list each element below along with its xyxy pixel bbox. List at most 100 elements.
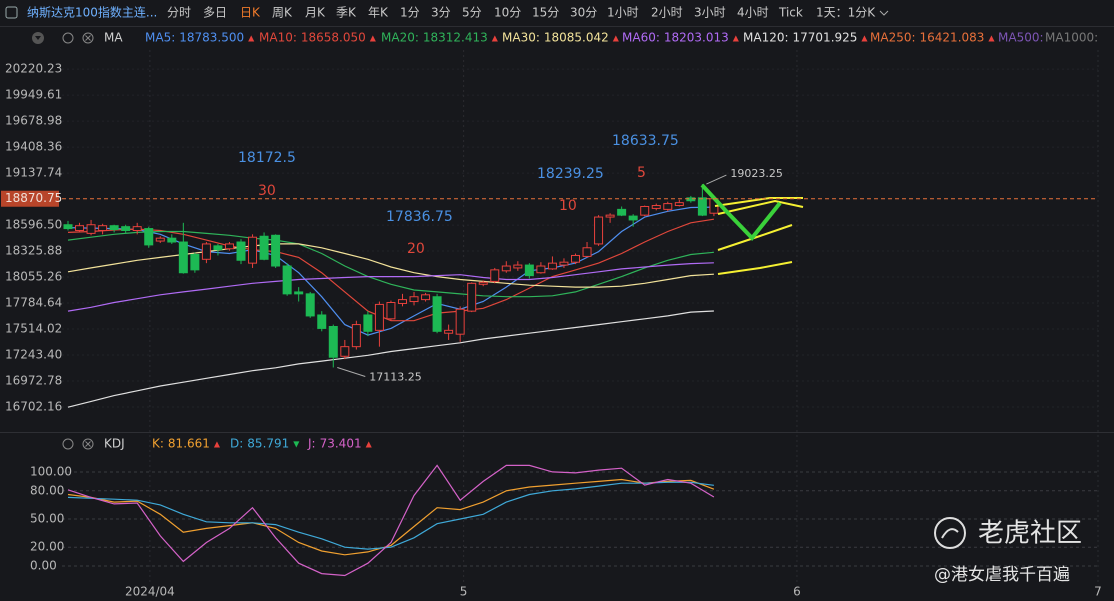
candle-body (651, 205, 661, 209)
candle-body (559, 261, 569, 266)
note-text: 5 (637, 165, 646, 181)
period-tab[interactable]: 1分 (400, 6, 420, 20)
drawn-line (717, 261, 793, 275)
candle-body (178, 241, 188, 274)
legend-value: 18783.500 (179, 31, 244, 45)
period-tab[interactable]: 1小时 (607, 6, 639, 20)
close-icon[interactable] (82, 438, 94, 450)
drawn-line (717, 199, 804, 215)
candle-body (351, 324, 361, 348)
candle-body (155, 237, 165, 242)
period-tab[interactable]: 分时 (167, 6, 191, 20)
candle-body (271, 234, 281, 267)
candle-body (490, 269, 500, 282)
last-price-box (1, 190, 59, 207)
candle-body (674, 202, 684, 207)
legend-value: 17701.925 (793, 31, 858, 45)
period-tab[interactable]: 10分 (494, 6, 521, 20)
candle-body (467, 282, 477, 312)
legend-name: MA5: (145, 31, 175, 45)
y-tick-label: 19678.98 (5, 114, 62, 128)
candle-body (144, 228, 154, 246)
close-cross (85, 441, 91, 447)
legend-value: 81.661 (168, 437, 210, 451)
brand-icon-mark (941, 528, 959, 539)
max-label: 19023.25 (730, 167, 783, 180)
period-tab[interactable]: 4小时 (737, 6, 769, 20)
candle-body (294, 291, 304, 295)
indicator-line (67, 310, 714, 408)
candle-body (663, 203, 673, 210)
interval-select[interactable]: 1天：1分K (816, 6, 876, 20)
candle-body (594, 216, 604, 245)
y-tick-label: 19137.74 (5, 166, 62, 180)
candle-body (686, 197, 696, 202)
y-tick-label: 100.00 (30, 464, 72, 478)
note-text: 18239.25 (537, 166, 604, 182)
legend-trend: ▲ (988, 34, 995, 43)
close-cross (85, 35, 91, 41)
settings-icon[interactable] (62, 32, 74, 44)
drawn-line (714, 197, 803, 207)
y-tick-label: 17243.40 (5, 347, 62, 361)
period-tab[interactable]: 15分 (532, 6, 559, 20)
candle-body (248, 236, 258, 264)
y-tick-label: 17784.64 (5, 296, 62, 310)
candle-body (547, 262, 557, 270)
y-tick-label: 19949.61 (5, 88, 62, 102)
period-tab[interactable]: 多日 (203, 6, 227, 20)
indicator-line (67, 478, 715, 556)
close-icon[interactable] (82, 32, 94, 44)
settings-icon[interactable] (62, 438, 74, 450)
period-tab[interactable]: 月K (305, 6, 326, 20)
symbol-name[interactable]: 纳斯达克100指数主连... (27, 5, 157, 20)
legend-name: MA120: (743, 31, 789, 45)
watermark-brand: 老虎社区 (978, 519, 1082, 549)
y-tick-label: 16972.78 (5, 373, 62, 387)
period-tab[interactable]: 30分 (570, 6, 597, 20)
candle-body (697, 197, 707, 216)
legend-name: MA1000: (1045, 31, 1098, 45)
period-tab[interactable]: Tick (778, 6, 803, 20)
y-tick-label: 18596.50 (5, 218, 62, 232)
candle-body (605, 214, 615, 218)
period-tab[interactable]: 年K (368, 6, 389, 20)
indicator-name: KDJ (104, 437, 125, 451)
period-tab[interactable]: 2小时 (651, 6, 683, 20)
candle-body (340, 346, 350, 357)
legend-value: 73.401 (320, 437, 362, 451)
period-tab[interactable]: 5分 (462, 6, 482, 20)
candle-body (201, 243, 211, 260)
legend-trend: ▼ (293, 440, 300, 449)
period-tab[interactable]: 3小时 (694, 6, 726, 20)
candle-body (259, 235, 269, 260)
candle-body (421, 294, 431, 301)
legend-value: 18658.050 (301, 31, 366, 45)
indicator-line (67, 481, 714, 550)
interval-chevron[interactable] (879, 10, 889, 16)
candle-body (86, 224, 96, 234)
period-tab[interactable]: 周K (272, 6, 293, 20)
period-tab[interactable]: 日K (240, 6, 261, 20)
y-tick-label: 20220.23 (5, 62, 62, 76)
period-tab[interactable]: 季K (336, 6, 357, 20)
candle-body (409, 296, 419, 303)
y-tick-label: 17514.02 (5, 321, 62, 335)
candle-body (617, 208, 627, 216)
legend-trend: ▲ (370, 34, 377, 43)
candle-body (317, 314, 327, 329)
candle-body (363, 314, 373, 332)
period-tab[interactable]: 3分 (431, 6, 451, 20)
legend-name: MA30: (502, 31, 540, 45)
symbol-icon[interactable] (5, 6, 18, 19)
candle-body (640, 205, 650, 216)
candle-body (98, 225, 108, 231)
note-text: 17836.75 (386, 209, 453, 225)
candle-body (536, 265, 546, 274)
brand-icon (934, 517, 966, 549)
y-tick-label: 19408.36 (5, 140, 62, 154)
y-tick-label: 50.00 (30, 512, 64, 526)
indicator-line (67, 243, 714, 288)
indicator-line (67, 262, 714, 312)
y-tick-label: 18325.88 (5, 244, 62, 258)
